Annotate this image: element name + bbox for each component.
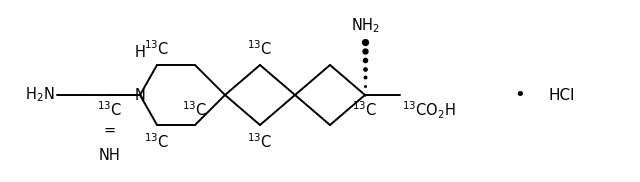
Text: N: N	[134, 88, 145, 102]
Text: $^{13}$C: $^{13}$C	[145, 39, 170, 58]
Text: NH: NH	[99, 148, 121, 163]
Text: $^{13}$C: $^{13}$C	[353, 100, 378, 119]
Text: $^{13}$C: $^{13}$C	[248, 132, 273, 151]
Text: $^{13}$C: $^{13}$C	[97, 100, 123, 119]
Text: $^{13}$C: $^{13}$C	[145, 132, 170, 151]
Text: NH$_2$: NH$_2$	[351, 16, 380, 35]
Text: $^{13}$CO$_2$H: $^{13}$CO$_2$H	[402, 100, 456, 121]
Text: H$_2$N: H$_2$N	[26, 86, 55, 104]
Text: $^{13}$C: $^{13}$C	[182, 100, 207, 119]
Text: H: H	[134, 45, 145, 60]
Text: =: =	[104, 122, 116, 137]
Text: •: •	[515, 86, 525, 104]
Text: HCl: HCl	[548, 88, 574, 102]
Text: $^{13}$C: $^{13}$C	[248, 39, 273, 58]
